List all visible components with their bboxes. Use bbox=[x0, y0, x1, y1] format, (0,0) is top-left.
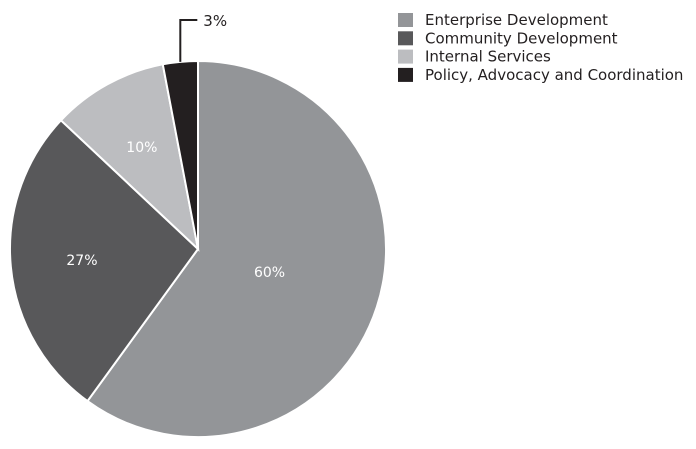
leader-line bbox=[179, 19, 198, 62]
legend-item: Internal Services bbox=[398, 48, 551, 66]
pie-slice-0 bbox=[86, 59, 387, 438]
legend-item: Enterprise Development bbox=[398, 11, 608, 29]
legend-label: Enterprise Development bbox=[425, 11, 608, 29]
legend-label: Internal Services bbox=[425, 48, 551, 66]
pie-slice-2 bbox=[59, 63, 200, 252]
slice-label: 27% bbox=[66, 253, 97, 269]
slice-label: 60% bbox=[254, 265, 285, 281]
legend-label: Policy, Advocacy and Coordination bbox=[425, 66, 683, 84]
slice-label: 3% bbox=[203, 12, 227, 30]
legend-label: Community Development bbox=[425, 29, 618, 47]
legend-item: Community Development bbox=[398, 29, 618, 47]
legend-swatch bbox=[398, 49, 413, 64]
legend-swatch bbox=[398, 31, 413, 46]
pie-slice-1 bbox=[9, 118, 200, 403]
slice-label: 10% bbox=[126, 140, 157, 156]
legend-swatch bbox=[398, 67, 413, 82]
legend-swatch bbox=[398, 13, 413, 27]
legend-item: Policy, Advocacy and Coordination bbox=[398, 66, 683, 84]
